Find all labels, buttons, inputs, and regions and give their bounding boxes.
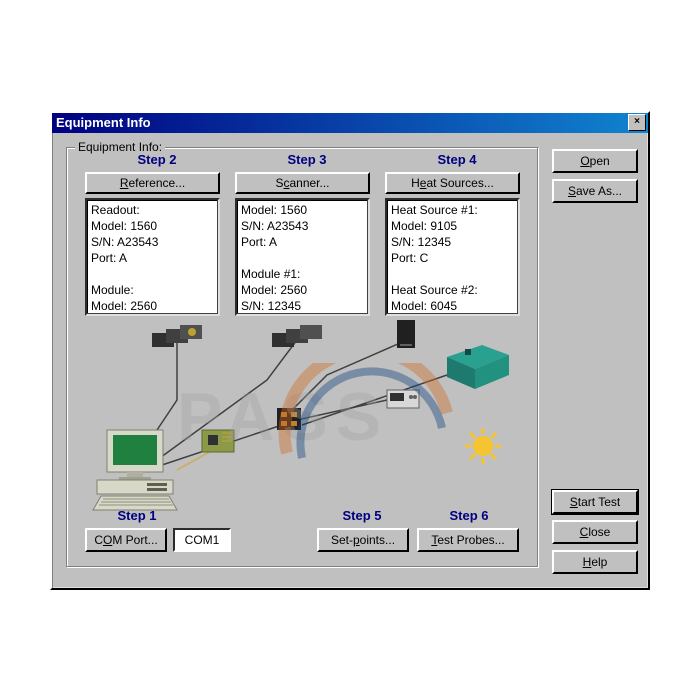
- heat-sources-button[interactable]: Heat Sources...: [385, 172, 520, 194]
- step-2-label: Step 2: [97, 152, 217, 167]
- topology-diagram: [67, 320, 537, 540]
- scanner-icon: [397, 320, 415, 348]
- com-port-button[interactable]: COM Port...: [85, 528, 167, 552]
- com-port-value[interactable]: COM1: [173, 528, 231, 552]
- equipment-info-group: Equipment Info: Step 2 Step 3 Step 4 Ref…: [66, 147, 538, 567]
- reference-listbox[interactable]: Readout: Model: 1560 S/N: A23543 Port: A…: [85, 198, 220, 316]
- titlebar: Equipment Info ×: [52, 113, 648, 133]
- step-5-label: Step 5: [322, 508, 402, 523]
- client-area: Equipment Info: Step 2 Step 3 Step 4 Ref…: [56, 135, 644, 584]
- reference-button[interactable]: Reference...: [85, 172, 220, 194]
- scanner-listbox[interactable]: Model: 1560 S/N: A23543 Port: A Module #…: [235, 198, 370, 316]
- step-1-label: Step 1: [97, 508, 177, 523]
- close-icon[interactable]: ×: [628, 114, 646, 131]
- step-6-label: Step 6: [429, 508, 509, 523]
- window-title: Equipment Info: [56, 115, 151, 130]
- start-test-button[interactable]: Start Test: [552, 490, 638, 514]
- step-4-label: Step 4: [397, 152, 517, 167]
- help-button[interactable]: Help: [552, 550, 638, 574]
- heat-sources-listbox[interactable]: Heat Source #1: Model: 9105 S/N: 12345 P…: [385, 198, 520, 316]
- sun-icon: [465, 428, 501, 464]
- open-button[interactable]: Open: [552, 149, 638, 173]
- setpoints-button[interactable]: Set-points...: [317, 528, 409, 552]
- test-probes-button[interactable]: Test Probes...: [417, 528, 519, 552]
- close-button[interactable]: Close: [552, 520, 638, 544]
- heat-source-icon: [447, 345, 509, 389]
- computer-icon: [93, 430, 177, 510]
- chip-icon: [202, 430, 234, 452]
- modules-icon: [272, 325, 322, 347]
- step-3-label: Step 3: [247, 152, 367, 167]
- hub-icon: [277, 408, 301, 430]
- scanner-button[interactable]: Scanner...: [235, 172, 370, 194]
- save-as-button[interactable]: Save As...: [552, 179, 638, 203]
- device-icon: [387, 390, 419, 408]
- equipment-info-window: Equipment Info × Equipment Info: Step 2 …: [50, 111, 650, 590]
